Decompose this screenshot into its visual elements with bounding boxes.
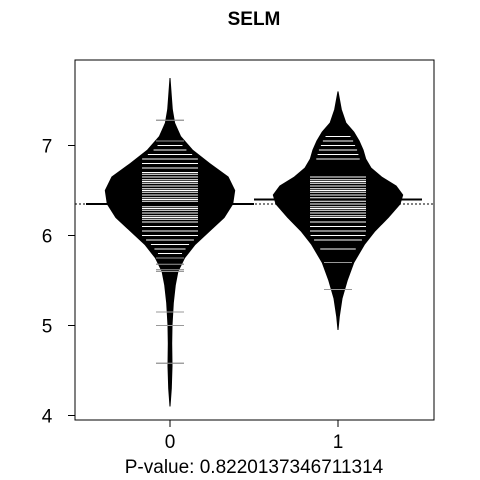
plot-frame <box>74 59 435 421</box>
x-axis-label: P-value: 0.8220137346711314 <box>125 457 384 478</box>
y-tick-label-7: 7 <box>42 137 53 158</box>
plot-area: 4 5 6 7 0 1 <box>42 59 435 453</box>
y-tick-label-5: 5 <box>42 317 53 338</box>
bean-shape-0 <box>104 77 236 407</box>
x-tick-label-1: 1 <box>333 432 344 453</box>
x-tick-label-0: 0 <box>165 432 176 453</box>
y-tick-label-4: 4 <box>42 407 53 428</box>
y-tick-label-6: 6 <box>42 227 53 248</box>
chart-title: SELM <box>228 9 281 30</box>
